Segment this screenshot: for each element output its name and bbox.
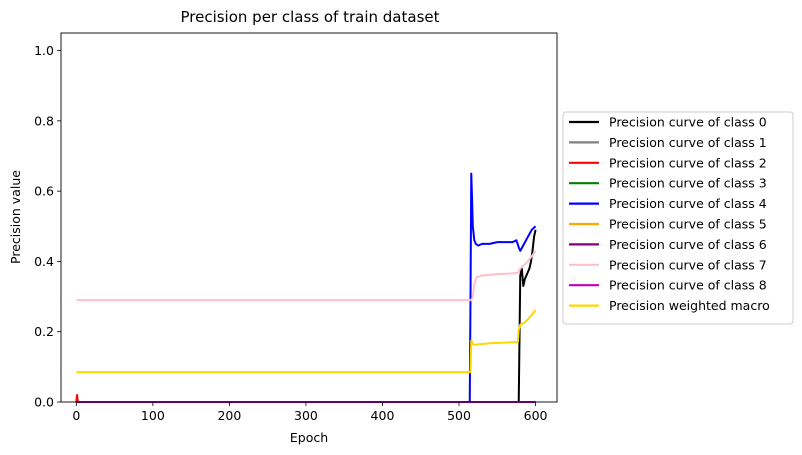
legend-label-6: Precision curve of class 6	[609, 237, 767, 252]
y-tick-label: 0.2	[34, 324, 54, 339]
y-axis-label: Precision value	[8, 170, 23, 264]
x-axis-ticks: 0 100 200 300 400 500 600	[72, 402, 548, 423]
legend-label-7: Precision curve of class 7	[609, 257, 767, 272]
series-line-0	[76, 229, 537, 403]
y-axis-ticks: 0.0 0.2 0.4 0.6 0.8 1.0	[34, 43, 61, 410]
legend-label-0: Precision curve of class 0	[609, 115, 767, 130]
y-tick-label: 1.0	[34, 43, 54, 58]
legend: Precision curve of class 0 Precision curv…	[562, 111, 794, 325]
series-line-9	[76, 309, 537, 374]
x-tick-label: 100	[141, 408, 165, 423]
x-tick-label: 600	[524, 408, 548, 423]
legend-label-9: Precision weighted macro	[609, 298, 770, 313]
x-tick-label: 200	[217, 408, 241, 423]
legend-label-2: Precision curve of class 2	[609, 155, 767, 170]
chart-title: Precision per class of train dataset	[180, 8, 439, 26]
y-tick-label: 0.4	[34, 254, 54, 269]
y-tick-label: 0.8	[34, 113, 54, 128]
x-axis-label: Epoch	[290, 430, 328, 445]
x-tick-label: 0	[72, 408, 80, 423]
legend-label-3: Precision curve of class 3	[609, 176, 767, 191]
x-tick-label: 300	[294, 408, 318, 423]
y-tick-label: 0.6	[34, 184, 54, 199]
y-tick-label: 0.0	[34, 395, 54, 410]
x-tick-label: 400	[371, 408, 395, 423]
legend-label-5: Precision curve of class 5	[609, 217, 767, 232]
legend-label-8: Precision curve of class 8	[609, 278, 767, 293]
series-line-7	[76, 250, 537, 302]
x-tick-label: 500	[447, 408, 471, 423]
legend-label-1: Precision curve of class 1	[609, 135, 767, 150]
plot-area	[60, 32, 558, 403]
legend-frame	[562, 111, 794, 325]
legend-items: Precision curve of class 0 Precision curv…	[569, 115, 770, 313]
plot-frame	[60, 32, 558, 403]
series-line-4	[76, 172, 537, 403]
legend-label-4: Precision curve of class 4	[609, 196, 767, 211]
plot-background	[61, 33, 557, 402]
